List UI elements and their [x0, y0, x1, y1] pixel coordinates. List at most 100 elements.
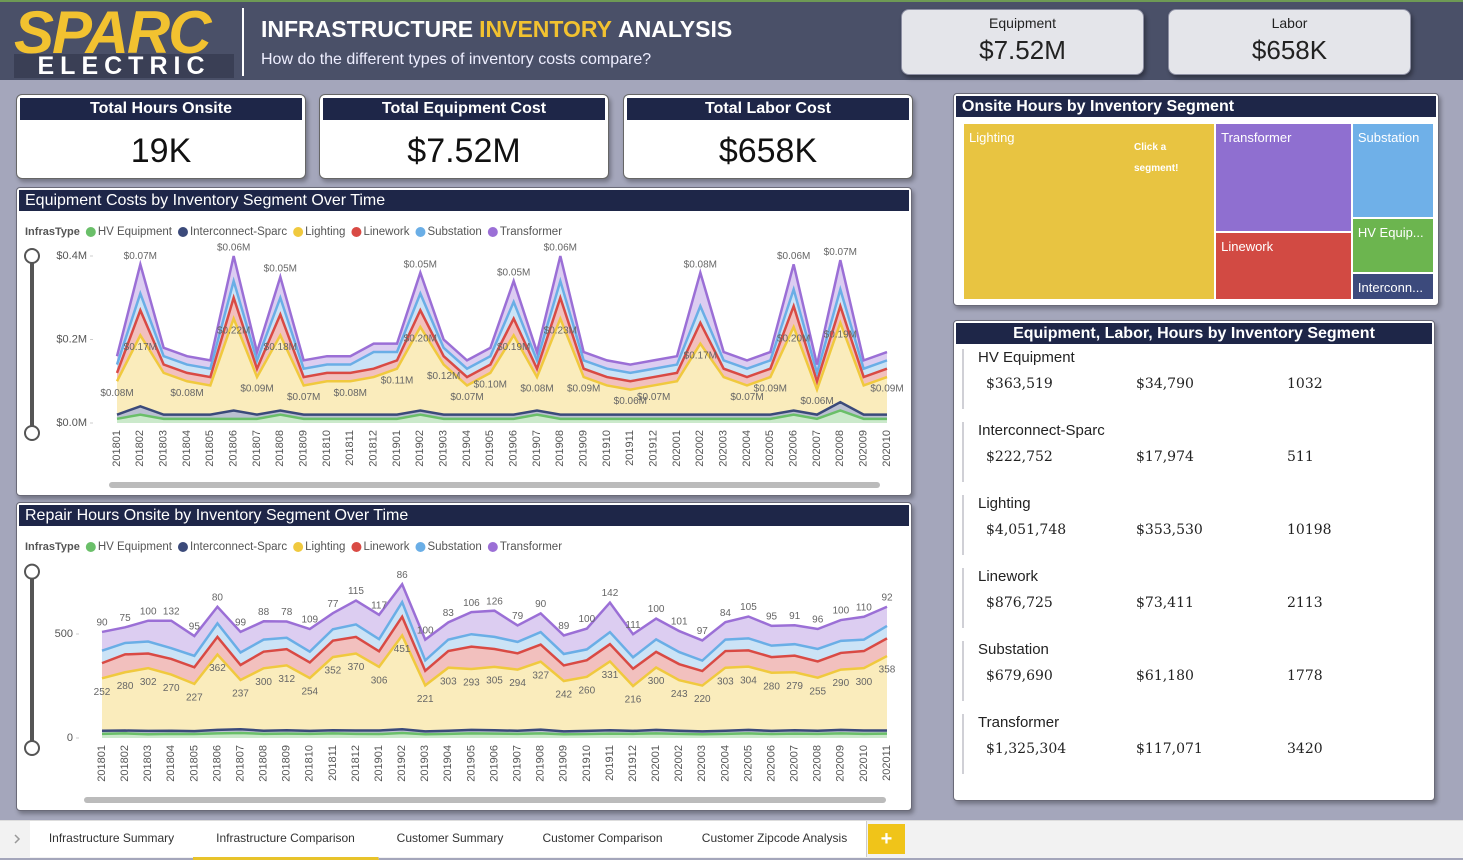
data-label: 451 — [394, 644, 411, 655]
table-cell: $34,790 — [1136, 376, 1194, 392]
y-tick-label: $0.2M — [56, 333, 87, 345]
data-label: 303 — [440, 676, 457, 687]
page-tab[interactable]: Infrastructure Summary — [30, 821, 194, 857]
slider-handle[interactable] — [24, 740, 40, 756]
data-label: 293 — [463, 678, 480, 689]
x-tick-label: 201809 — [281, 745, 293, 782]
data-label: 80 — [212, 592, 224, 603]
data-label: $0.09M — [754, 384, 787, 395]
area-line — [101, 599, 888, 663]
data-label: 242 — [555, 690, 572, 701]
data-label: 75 — [120, 613, 132, 624]
legend-swatch — [415, 227, 426, 237]
x-tick-label: 201805 — [204, 430, 216, 467]
treemap-tile[interactable]: HV Equip... — [1351, 217, 1434, 273]
chart-title: Equipment Costs by Inventory Segment Ove… — [19, 190, 909, 211]
table-cell: $117,071 — [1136, 741, 1203, 757]
legend-label: Linework — [363, 541, 409, 553]
x-tick-label: 201909 — [558, 745, 570, 782]
x-tick-label: 201807 — [234, 745, 246, 782]
x-tick-label: 202006 — [788, 430, 800, 467]
y-tick-label: $0.0M — [56, 417, 87, 429]
x-tick-label: 201812 — [350, 745, 362, 782]
data-label: 331 — [602, 670, 619, 681]
x-tick-label: 201810 — [304, 745, 316, 782]
data-label: $0.20M — [404, 334, 437, 345]
data-label: 101 — [671, 617, 688, 628]
page-tab[interactable]: Infrastructure Comparison — [193, 821, 379, 860]
treemap-title: Onsite Hours by Inventory Segment — [956, 96, 1436, 117]
table-cell: 1032 — [1287, 376, 1323, 392]
add-page[interactable]: + — [868, 824, 905, 854]
x-tick-label: 201911 — [624, 430, 636, 466]
slider-handle[interactable] — [24, 425, 40, 441]
data-label: $0.19M — [824, 329, 857, 340]
top-card: Labor $658K — [1168, 9, 1411, 75]
x-tick-label: 202009 — [858, 430, 870, 467]
legend-swatch — [415, 542, 426, 552]
data-label: 254 — [301, 687, 318, 698]
x-tick-label: 201808 — [274, 430, 286, 467]
x-tick-label: 201909 — [578, 430, 590, 467]
data-label: 221 — [417, 694, 434, 705]
data-label: $0.05M — [264, 264, 297, 275]
data-label: 270 — [163, 683, 180, 694]
slider-handle[interactable] — [24, 563, 40, 580]
slider-handle[interactable] — [24, 248, 40, 264]
legend-label: HV Equipment — [98, 226, 173, 238]
data-label: 279 — [786, 681, 803, 692]
legend-swatch — [177, 542, 188, 552]
x-tick-label: 201911 — [604, 745, 616, 781]
x-tick-label: 201902 — [414, 430, 426, 467]
treemap-tile[interactable]: Substation — [1351, 123, 1434, 218]
data-label: $0.05M — [497, 268, 530, 279]
data-label: $0.06M — [777, 251, 810, 262]
data-label: $0.09M — [567, 384, 600, 395]
kpi-title: Total Equipment Cost — [323, 98, 605, 120]
x-tick-label: 201904 — [461, 430, 473, 467]
data-label: 302 — [140, 677, 157, 688]
x-tick-label: 201809 — [298, 430, 310, 467]
data-label: 77 — [327, 599, 339, 610]
tile-label: Linework — [1221, 239, 1274, 255]
tab-bar: Infrastructure Summary Infrastructure Com… — [0, 820, 1463, 860]
x-tick-label: 201908 — [535, 745, 547, 782]
scroll-arrow[interactable] — [12, 833, 22, 845]
data-label: 86 — [397, 570, 409, 581]
page-tab[interactable]: Customer Zipcode Analysis — [683, 821, 867, 857]
data-label: 142 — [602, 588, 619, 599]
treemap-tile[interactable]: Lighting Click a segment! — [963, 123, 1216, 300]
table-cell: $4,051,748 — [986, 522, 1067, 538]
area-band — [102, 635, 887, 732]
treemap-tile[interactable]: Linework — [1215, 232, 1352, 300]
logo-bottom: ELECTRIC — [14, 54, 234, 79]
x-tick-label: 201912 — [627, 745, 639, 782]
legend-label: Lighting — [305, 541, 345, 553]
table-cell: $679,690 — [986, 668, 1053, 684]
segment-name: Lighting — [978, 495, 1031, 512]
page-tab[interactable]: Customer Comparison — [522, 821, 684, 857]
treemap-tile[interactable]: Transformer — [1215, 123, 1352, 233]
treemap-tile[interactable]: Interconn... — [1351, 272, 1434, 300]
table-panel: Equipment, Labor, Hours by Inventory Seg… — [953, 320, 1435, 801]
data-label: 90 — [535, 599, 547, 610]
data-label: 126 — [486, 596, 503, 607]
data-label: $0.06M — [544, 243, 577, 254]
x-tick-label: 202001 — [671, 430, 683, 467]
area-line — [115, 255, 888, 366]
x-tick-label: 201806 — [211, 745, 223, 782]
data-label: 92 — [881, 592, 893, 603]
page-subtitle: How do the different types of inventory … — [261, 51, 652, 68]
table-cell: $363,519 — [986, 376, 1053, 392]
x-tick-label: 201910 — [581, 745, 593, 782]
data-label: 106 — [463, 598, 480, 609]
data-label: 97 — [697, 626, 709, 637]
x-tick-label: 201905 — [465, 745, 477, 782]
data-label: 84 — [720, 608, 732, 619]
data-label: $0.12M — [427, 371, 460, 382]
page-tab[interactable]: Customer Summary — [378, 821, 523, 857]
title-word: INFRASTRUCTURE — [261, 16, 474, 42]
table-cell: 3420 — [1287, 741, 1323, 757]
data-label: 109 — [301, 615, 318, 626]
x-tick-label: 201808 — [258, 745, 270, 782]
